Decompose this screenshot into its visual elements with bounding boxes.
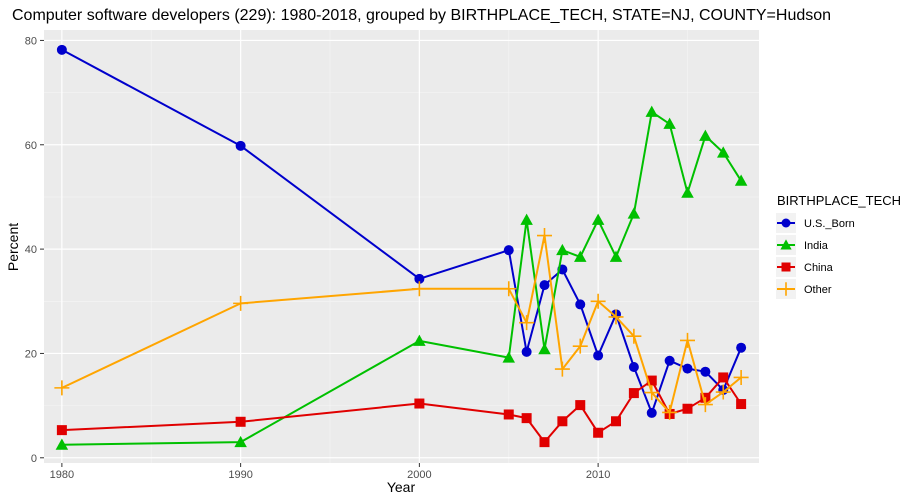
series-u-s-born bbox=[56, 44, 747, 418]
data-point-u-s-born bbox=[628, 362, 639, 373]
y-tick-label: 20 bbox=[25, 348, 37, 360]
legend-key-marker bbox=[780, 239, 792, 250]
data-point-u-s-born bbox=[682, 363, 693, 374]
series-layer bbox=[54, 44, 749, 450]
y-tick-label: 0 bbox=[31, 453, 37, 465]
axis-layer: 1980 1990 2000 2010 0 20 40 60 80 bbox=[25, 35, 611, 481]
data-point-other bbox=[644, 385, 660, 401]
data-point-other bbox=[715, 384, 731, 400]
data-point-india bbox=[681, 186, 694, 198]
legend-key-marker bbox=[779, 282, 793, 296]
data-point-china bbox=[611, 416, 621, 427]
data-point-u-s-born bbox=[646, 407, 657, 418]
data-point-other bbox=[590, 293, 606, 309]
data-point-china bbox=[628, 388, 639, 399]
legend-item-other: Other bbox=[776, 279, 832, 299]
data-point-other bbox=[608, 309, 624, 325]
y-tick-label: 60 bbox=[25, 140, 37, 152]
data-point-china bbox=[557, 416, 568, 427]
legend-title: BIRTHPLACE_TECH bbox=[777, 193, 901, 208]
data-point-other bbox=[54, 380, 70, 396]
data-point-other bbox=[537, 228, 552, 244]
data-point-u-s-born bbox=[539, 280, 550, 291]
data-point-china bbox=[575, 400, 586, 411]
data-point-india bbox=[734, 174, 748, 186]
legend-key-marker bbox=[781, 218, 791, 228]
data-point-other bbox=[554, 361, 570, 377]
data-point-china bbox=[503, 409, 514, 420]
data-point-other bbox=[733, 369, 749, 385]
data-point-u-s-born bbox=[521, 346, 532, 357]
legend-key-marker bbox=[781, 262, 791, 272]
data-point-india bbox=[502, 351, 515, 363]
data-point-u-s-born bbox=[700, 366, 711, 377]
data-point-india bbox=[55, 438, 69, 450]
legend-label: Other bbox=[804, 284, 832, 296]
data-point-india bbox=[663, 117, 676, 129]
data-point-india bbox=[627, 207, 641, 219]
data-point-india bbox=[520, 213, 533, 225]
data-point-china bbox=[539, 437, 550, 448]
data-point-other bbox=[411, 281, 427, 297]
data-point-u-s-born bbox=[414, 273, 425, 284]
series-other bbox=[54, 228, 749, 420]
legend-item-china: China bbox=[776, 257, 834, 277]
data-point-u-s-born bbox=[56, 44, 67, 55]
legend: U.S._Born India China Other bbox=[776, 213, 855, 299]
y-axis-title: Percent bbox=[5, 223, 21, 271]
data-point-india bbox=[717, 146, 730, 158]
x-axis-title: Year bbox=[387, 479, 416, 495]
data-point-india bbox=[556, 243, 569, 256]
data-point-india bbox=[699, 129, 712, 141]
data-point-china bbox=[718, 372, 729, 383]
data-point-other bbox=[680, 332, 695, 348]
data-point-u-s-born bbox=[736, 342, 747, 353]
data-point-u-s-born bbox=[575, 299, 586, 310]
data-point-u-s-born bbox=[664, 355, 675, 366]
data-point-u-s-born bbox=[593, 350, 604, 361]
legend-item-u-s-born: U.S._Born bbox=[776, 213, 855, 233]
y-tick-label: 40 bbox=[25, 244, 37, 256]
legend-item-india: India bbox=[776, 235, 829, 255]
data-point-other bbox=[626, 328, 642, 344]
data-point-india bbox=[609, 250, 623, 262]
data-point-china bbox=[646, 375, 657, 386]
series-india bbox=[55, 105, 748, 450]
data-point-other bbox=[519, 315, 535, 331]
data-point-other bbox=[572, 338, 588, 354]
data-point-india bbox=[591, 213, 605, 225]
data-point-china bbox=[593, 427, 604, 438]
data-point-china bbox=[521, 413, 532, 424]
plot-panel bbox=[44, 30, 759, 463]
data-point-u-s-born bbox=[235, 140, 246, 151]
data-point-india bbox=[574, 250, 587, 262]
data-point-other bbox=[697, 397, 713, 413]
data-point-other bbox=[233, 295, 249, 311]
x-tick-label: 2010 bbox=[586, 469, 610, 481]
data-point-china bbox=[235, 416, 246, 427]
x-tick-label: 1990 bbox=[228, 469, 252, 481]
x-tick-label: 1980 bbox=[50, 469, 74, 481]
y-tick-label: 80 bbox=[25, 35, 37, 47]
data-point-india bbox=[234, 435, 247, 448]
legend-label: India bbox=[804, 240, 829, 252]
data-point-china bbox=[682, 403, 693, 414]
legend-label: U.S._Born bbox=[804, 218, 855, 230]
data-point-india bbox=[538, 343, 551, 355]
grid-major bbox=[44, 30, 759, 463]
data-point-china bbox=[736, 399, 747, 410]
legend-label: China bbox=[804, 262, 834, 274]
data-point-india bbox=[645, 105, 658, 117]
data-point-china bbox=[56, 425, 67, 436]
x-tick-label: 2000 bbox=[407, 469, 431, 481]
data-point-china bbox=[414, 398, 425, 409]
data-point-u-s-born bbox=[503, 245, 514, 256]
chart-title: Computer software developers (229): 1980… bbox=[12, 7, 831, 24]
data-point-india bbox=[413, 334, 426, 346]
data-point-other bbox=[662, 404, 678, 420]
data-point-other bbox=[501, 281, 517, 297]
